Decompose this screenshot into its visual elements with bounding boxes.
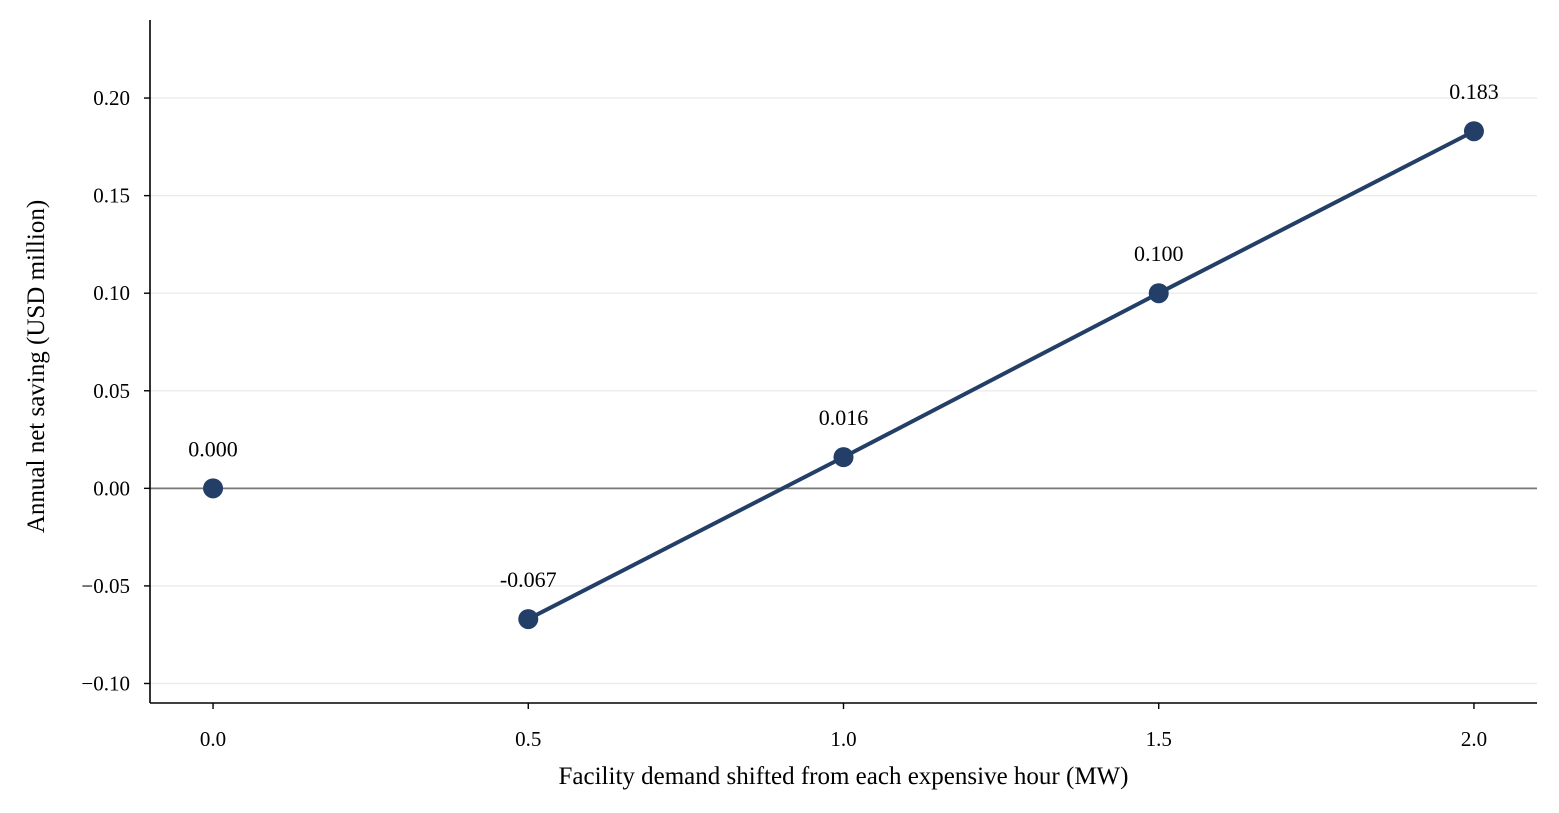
x-ticks: 0.0 0.5 1.0 1.5 2.0 [200, 703, 1487, 751]
x-tick-label: 0.0 [200, 727, 226, 751]
data-label: 0.183 [1449, 79, 1499, 104]
data-point [518, 609, 539, 630]
x-tick-label: 2.0 [1461, 727, 1487, 751]
series-line [526, 129, 1476, 622]
x-axis-title: Facility demand shifted from each expens… [559, 763, 1129, 790]
data-label: 0.100 [1134, 241, 1184, 266]
data-point [833, 447, 854, 468]
y-tick-label: 0.20 [93, 86, 130, 110]
grid-lines [150, 97, 1537, 685]
x-tick-label: 1.5 [1146, 727, 1172, 751]
data-label: -0.067 [500, 567, 557, 592]
series-polyline [526, 129, 1476, 622]
y-tick-label: −0.10 [81, 671, 130, 695]
data-labels: 0.000 -0.067 0.016 0.100 0.183 [188, 79, 1498, 592]
x-tick-label: 1.0 [830, 727, 856, 751]
data-point [203, 478, 224, 499]
data-label: 0.000 [188, 436, 238, 461]
y-tick-label: −0.05 [81, 574, 130, 598]
axes [149, 20, 1537, 704]
y-ticks: −0.10 −0.05 0.00 0.05 0.10 0.15 0.20 [81, 86, 150, 695]
data-label: 0.016 [819, 405, 869, 430]
data-point [1148, 283, 1169, 304]
data-point [1463, 121, 1484, 142]
y-tick-label: 0.00 [93, 476, 130, 500]
data-points [203, 121, 1484, 630]
x-tick-label: 0.5 [515, 727, 541, 751]
y-tick-label: 0.15 [93, 184, 130, 208]
y-tick-label: 0.05 [93, 379, 130, 403]
y-tick-label: 0.10 [93, 281, 130, 305]
y-axis-title: Annual net saving (USD million) [23, 200, 50, 533]
